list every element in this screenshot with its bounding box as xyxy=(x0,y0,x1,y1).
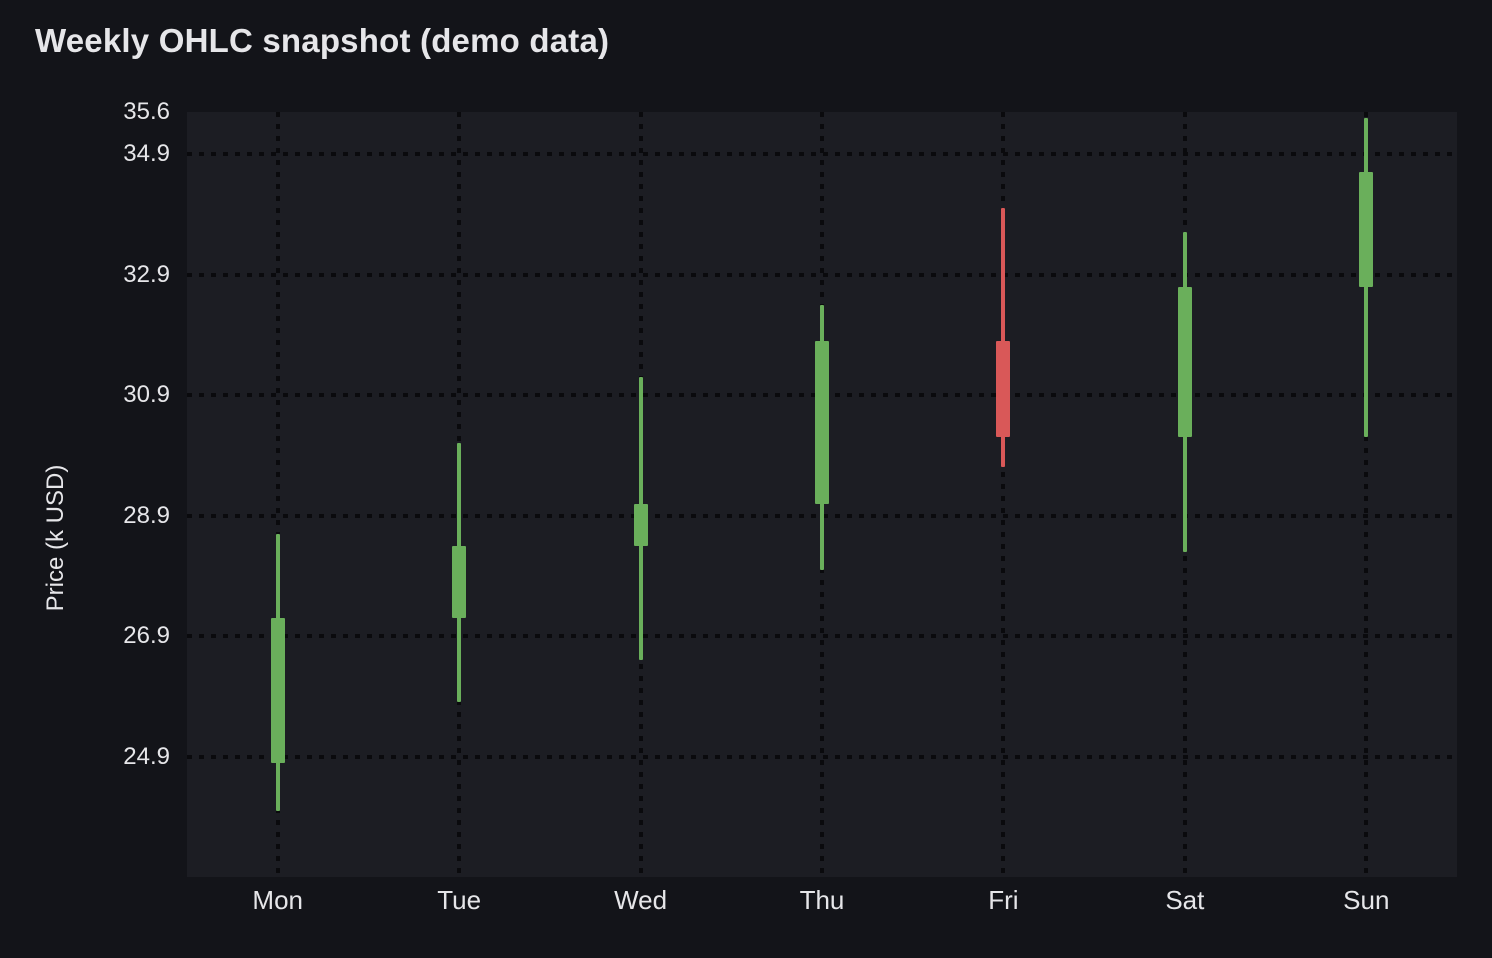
y-tick-label: 26.9 xyxy=(123,622,170,650)
y-axis-title: Price (k USD) xyxy=(42,464,69,612)
y-tick-label: 35.6 xyxy=(123,98,170,125)
gridline-vertical xyxy=(1364,112,1369,877)
gridline-vertical xyxy=(275,112,280,877)
chart-title: Weekly OHLC snapshot (demo data) xyxy=(35,22,610,59)
x-tick-label: Tue xyxy=(437,885,482,915)
y-tick-label: 30.9 xyxy=(123,381,170,409)
candle-wick-fri xyxy=(1001,208,1006,468)
x-tick-label: Sun xyxy=(1343,885,1390,915)
gridline-vertical xyxy=(1001,112,1006,877)
candle-body-mon xyxy=(270,617,285,763)
x-tick-label: Wed xyxy=(614,885,668,915)
candle-body-thu xyxy=(815,340,829,504)
y-tick-label: 32.9 xyxy=(123,260,170,288)
y-tick-label: 28.9 xyxy=(123,501,170,529)
x-tick-label: Mon xyxy=(252,885,303,915)
y-tick-label: 34.9 xyxy=(123,140,170,168)
candle-body-fri xyxy=(996,340,1011,438)
y-tick-label: 24.9 xyxy=(123,742,170,770)
x-tick-label: Fri xyxy=(988,885,1019,915)
candle-body-wed xyxy=(633,503,648,546)
candle-body-tue xyxy=(452,545,467,618)
x-tick-label: Sat xyxy=(1165,885,1205,915)
x-tick-label: Thu xyxy=(799,885,845,915)
candle-body-sat xyxy=(1177,286,1192,438)
candle-body-sun xyxy=(1359,172,1374,287)
plot-area xyxy=(187,112,1457,877)
